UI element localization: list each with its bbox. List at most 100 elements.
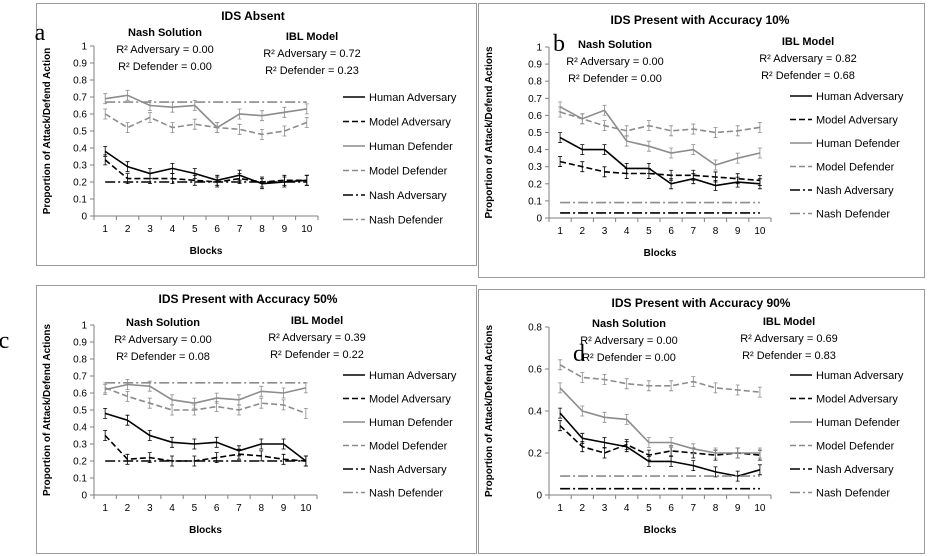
series-human-defender [558, 382, 762, 459]
nash-r2-adversary: R² Adversary = 0.00 [566, 56, 664, 68]
error-bar [669, 456, 674, 467]
error-bar [170, 436, 175, 448]
error-bar [757, 174, 762, 186]
x-tick-label: 2 [125, 224, 131, 235]
series-line [104, 387, 307, 415]
panel-c: c IDS Present with Accuracy 50% 0 0.1 0.2 0.3… [0, 285, 477, 554]
y-tick-label: 0.5 [528, 128, 542, 139]
error-bar [691, 443, 696, 455]
series-line [559, 387, 760, 454]
error-bar [125, 453, 130, 465]
y-tick-label: 0.9 [73, 338, 87, 349]
ibl-r2-defender: R² Defender = 0.68 [761, 70, 855, 82]
y-tick-label: 1 [81, 42, 87, 53]
error-bar [691, 144, 696, 155]
legend-entry: Human Adversary [816, 370, 904, 382]
error-bar [646, 380, 651, 392]
x-tick-label: 8 [713, 503, 719, 514]
error-bar [148, 112, 152, 123]
x-tick-label: 1 [102, 224, 108, 235]
legend-entry: Model Defender [369, 166, 448, 178]
series-human-adversary [558, 132, 762, 191]
series-human-adversary [103, 146, 309, 190]
chart-title: IDS Absent [221, 9, 285, 23]
error-bar [580, 161, 585, 173]
error-bar [757, 147, 762, 159]
x-tick-label: 3 [602, 226, 608, 237]
series-model-defender [558, 106, 762, 138]
error-bar [735, 384, 740, 396]
y-tick-label: 0.2 [528, 179, 542, 190]
ibl-r2-adversary: R² Adversary = 0.82 [759, 53, 857, 65]
legend-entry: Human Adversary [369, 92, 457, 104]
error-bar [735, 125, 740, 137]
x-axis-label: Blocks [189, 525, 222, 536]
error-bar [580, 372, 585, 383]
error-bar [281, 399, 286, 411]
error-bar [215, 122, 220, 133]
y-tick-label: 0.4 [528, 407, 542, 418]
error-bar [602, 120, 607, 132]
error-bar [282, 106, 287, 118]
error-bar [558, 407, 563, 419]
error-bar [170, 455, 175, 467]
x-tick-label: 1 [102, 503, 108, 514]
ibl-r2-defender: R² Defender = 0.23 [265, 65, 359, 77]
x-tick-label: 1 [557, 503, 563, 514]
y-tick-label: 0 [81, 491, 87, 502]
ibl-r2-adversary: R² Adversary = 0.69 [740, 333, 838, 345]
legend-entry: Human Adversary [816, 91, 904, 103]
error-bar [236, 448, 241, 460]
x-tick-label: 7 [691, 503, 697, 514]
x-tick-label: 6 [214, 224, 220, 235]
legend: Human Adversary Model Adversary Human Defe… [343, 370, 457, 500]
error-bar [624, 414, 629, 425]
error-bar [214, 436, 219, 448]
error-bar [646, 120, 651, 132]
y-tick-label: 0.6 [528, 365, 542, 376]
x-tick-label: 2 [125, 503, 131, 514]
error-bar [602, 437, 607, 448]
error-bar [580, 405, 585, 417]
panel-letter: d [573, 341, 585, 367]
series-line [104, 434, 306, 462]
error-bar [304, 117, 309, 128]
x-tick-label: 4 [170, 224, 176, 235]
error-bar [558, 106, 563, 118]
y-tick-label: 0 [536, 214, 542, 225]
series-line [559, 160, 760, 182]
legend-entry: Nash Defender [369, 215, 443, 227]
error-bar [237, 108, 242, 120]
ibl-r2-defender: R² Defender = 0.22 [270, 349, 364, 361]
error-bar [757, 464, 762, 476]
panel-frame [478, 289, 925, 554]
legend-entry: Nash Adversary [369, 464, 447, 476]
x-tick-label: 10 [754, 226, 766, 237]
legend-entry: Model Defender [369, 441, 448, 453]
panel-letter: a [35, 20, 46, 46]
panel-letter: b [553, 31, 565, 57]
series-line [104, 113, 308, 136]
error-bar [237, 123, 242, 135]
y-tick-label: 0.2 [528, 449, 542, 460]
x-tick-label: 9 [281, 503, 287, 514]
x-tick-label: 5 [646, 503, 652, 514]
error-bar [646, 449, 651, 461]
error-bar [713, 466, 718, 478]
series-line [559, 412, 761, 477]
error-bar [602, 104, 607, 116]
chart-title: IDS Present with Accuracy 90% [612, 296, 791, 310]
error-bar [602, 411, 607, 423]
error-bar [757, 447, 762, 459]
error-bar [260, 176, 264, 188]
series-model-defender [558, 359, 762, 398]
error-bar [691, 169, 696, 181]
y-tick-label: 0.8 [73, 76, 87, 87]
legend-entry: Model Adversary [369, 394, 451, 406]
error-bar [646, 437, 651, 448]
error-bar [304, 174, 309, 186]
error-bar [125, 89, 130, 101]
error-bar [170, 404, 175, 416]
legend-entry: Nash Adversary [369, 190, 447, 202]
series-model-adversary [558, 156, 762, 186]
